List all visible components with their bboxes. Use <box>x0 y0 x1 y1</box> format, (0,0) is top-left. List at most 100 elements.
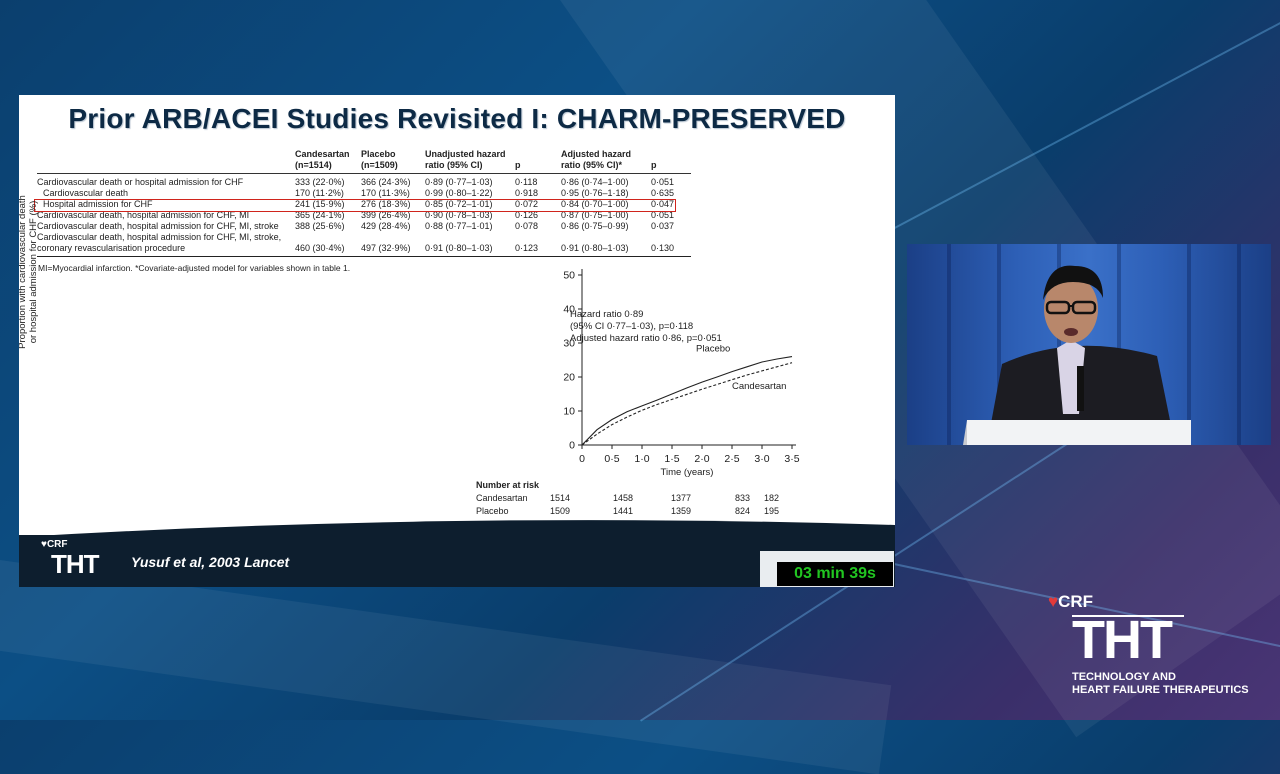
table-cell: 0·91 (0·80–1·03) <box>425 243 515 257</box>
risk-value: 1458 <box>613 493 634 503</box>
y-tick-label: 40 <box>563 304 575 316</box>
curtain-fold <box>997 244 1001 445</box>
citation: Yusuf et al, 2003 Lancet <box>131 554 290 570</box>
x-tick-label: 3·0 <box>754 453 769 465</box>
table-cell: 0·95 (0·76–1·18) <box>561 188 629 198</box>
table-header: p <box>515 149 561 174</box>
risk-row-name: Candesartan <box>476 493 528 503</box>
results-table: Candesartan (n=1514) Placebo (n=1509) Unad… <box>37 149 691 257</box>
countdown-timer: 03 min 39s <box>777 562 893 586</box>
series-line-placebo <box>581 356 793 446</box>
footer-crf-logo: ♥CRF <box>41 539 68 550</box>
table-cell: 0·86 (0·74–1·00) <box>561 177 629 187</box>
table-cell: 365 (24·1%) <box>295 210 345 220</box>
heart-icon: ♥ <box>41 539 47 550</box>
slide-footer <box>19 535 895 587</box>
brand-rule <box>1072 615 1184 617</box>
header-p: p <box>515 160 521 170</box>
table-row: Cardiovascular death, hospital admission… <box>37 221 691 232</box>
speaker-figure <box>963 265 1191 445</box>
table-header: Adjusted hazard ratio (95% CI)* <box>561 149 651 174</box>
curtain-fold <box>1187 244 1191 445</box>
slide-title: Prior ARB/ACEI Studies Revisited I: CHAR… <box>68 103 846 134</box>
table-row: Cardiovascular death, hospital admission… <box>37 210 691 221</box>
table-cell: 0·85 (0·72–1·01) <box>425 199 493 209</box>
row-label: coronary revascularisation procedure <box>37 243 295 257</box>
table-cell: 388 (25·6%) <box>295 221 345 231</box>
header-adjusted: Adjusted hazard ratio (95% CI)* <box>561 149 632 170</box>
table-header: Candesartan (n=1514) <box>295 149 361 174</box>
row-label: Hospital admission for CHF <box>43 199 153 209</box>
table-row: Cardiovascular death, hospital admission… <box>37 232 691 243</box>
table-cell: 0·86 (0·75–0·99) <box>561 221 629 231</box>
brand-crf-logo: ♥CRF <box>1048 592 1093 612</box>
series-label-placebo: Placebo <box>696 344 730 355</box>
table-cell: 0·051 <box>651 177 675 187</box>
x-tick-label: 3·5 <box>784 453 799 465</box>
chart-annotation: Hazard ratio 0·89 (95% CI 0·77–1·03), p=… <box>570 309 722 345</box>
table-cell: 170 (11·2%) <box>295 188 344 198</box>
table-cell: 0·130 <box>651 243 691 257</box>
x-tick-label: 2·5 <box>724 453 739 465</box>
table-row: Cardiovascular death 170 (11·2%) 170 (11… <box>37 188 691 199</box>
row-label: Cardiovascular death, hospital admission… <box>37 221 279 231</box>
table-cell: 497 (32·9%) <box>361 243 425 257</box>
risk-value: 1514 <box>550 493 571 503</box>
table-cell: 0·635 <box>651 188 675 198</box>
table-cell: 0·047 <box>651 199 675 209</box>
risk-value: 182 <box>764 493 780 503</box>
y-axis-label-line1: Proportion with cardiovascular death <box>19 195 28 349</box>
table-cell: 0·072 <box>515 199 539 209</box>
y-tick-label: 0 <box>569 440 575 452</box>
y-tick-label: 10 <box>563 406 575 418</box>
risk-value: 1359 <box>671 506 692 516</box>
row-label: Cardiovascular death <box>43 188 129 198</box>
table-cell: 333 (22·0%) <box>295 177 345 187</box>
risk-row-name: Placebo <box>476 506 509 516</box>
risk-value: 833 <box>735 493 751 503</box>
y-tick-label: 50 <box>563 270 575 282</box>
series-label-candesartan: Candesartan <box>732 381 786 392</box>
x-axis-label: Time (years) <box>661 467 714 478</box>
table-cell: 399 (26·4%) <box>361 210 411 220</box>
x-tick-label: 0 <box>579 453 585 465</box>
table-header: Unadjusted hazard ratio (95% CI) <box>425 149 515 174</box>
number-at-risk-title: Number at risk <box>476 480 540 490</box>
speaker-video <box>907 244 1271 445</box>
heart-icon: ♥ <box>1048 592 1059 611</box>
brand-subtitle: TECHNOLOGY AND HEART FAILURE THERAPEUTIC… <box>1072 671 1249 697</box>
curtain-fold <box>1117 244 1121 445</box>
table-cell: 0·99 (0·80–1·22) <box>425 188 493 198</box>
row-label: Cardiovascular death or hospital admissi… <box>37 177 244 187</box>
y-axis-label-line2: or hospital admission for CHF (%) <box>28 200 39 344</box>
table-cell: 0·88 (0·77–1·01) <box>425 221 493 231</box>
x-tick-label: 2·0 <box>694 453 709 465</box>
risk-value: 1509 <box>550 506 571 516</box>
table-header <box>37 149 295 174</box>
header-placebo: Placebo (n=1509) <box>361 149 398 170</box>
risk-value: 195 <box>764 506 780 516</box>
header-p2: p <box>651 160 657 170</box>
table-cell: 0·078 <box>515 221 539 231</box>
y-tick-label: 30 <box>563 338 575 350</box>
x-tick-label: 0·5 <box>604 453 619 465</box>
number-at-risk: Number at risk Candesartan 1514 1458 137… <box>476 480 876 520</box>
footer-tht-logo: THT <box>51 549 100 579</box>
background-stripe <box>0 560 892 774</box>
annotation-line: (95% CI 0·77–1·03), p=0·118 <box>570 321 694 332</box>
y-tick-label: 20 <box>563 372 575 384</box>
table-row-highlighted: Hospital admission for CHF 241 (15·9%) 2… <box>37 199 691 210</box>
curtain-fold <box>1237 244 1241 445</box>
x-tick-label: 1·0 <box>634 453 649 465</box>
table-cell: 0·89 (0·77–1·03) <box>425 177 493 187</box>
curtain-fold <box>1057 244 1061 445</box>
table-cell: 170 (11·3%) <box>361 188 410 198</box>
table-cell: 0·126 <box>515 210 539 220</box>
x-tick-label: 1·5 <box>664 453 679 465</box>
brand-subtitle-line2: HEART FAILURE THERAPEUTICS <box>1072 684 1249 696</box>
table-cell: 0·918 <box>515 188 539 198</box>
header-candesartan: Candesartan (n=1514) <box>295 149 350 170</box>
row-label: Cardiovascular death, hospital admission… <box>37 210 250 220</box>
table-cell: 0·118 <box>515 177 538 187</box>
table-cell: 0·90 (0·78–1·03) <box>425 210 493 220</box>
